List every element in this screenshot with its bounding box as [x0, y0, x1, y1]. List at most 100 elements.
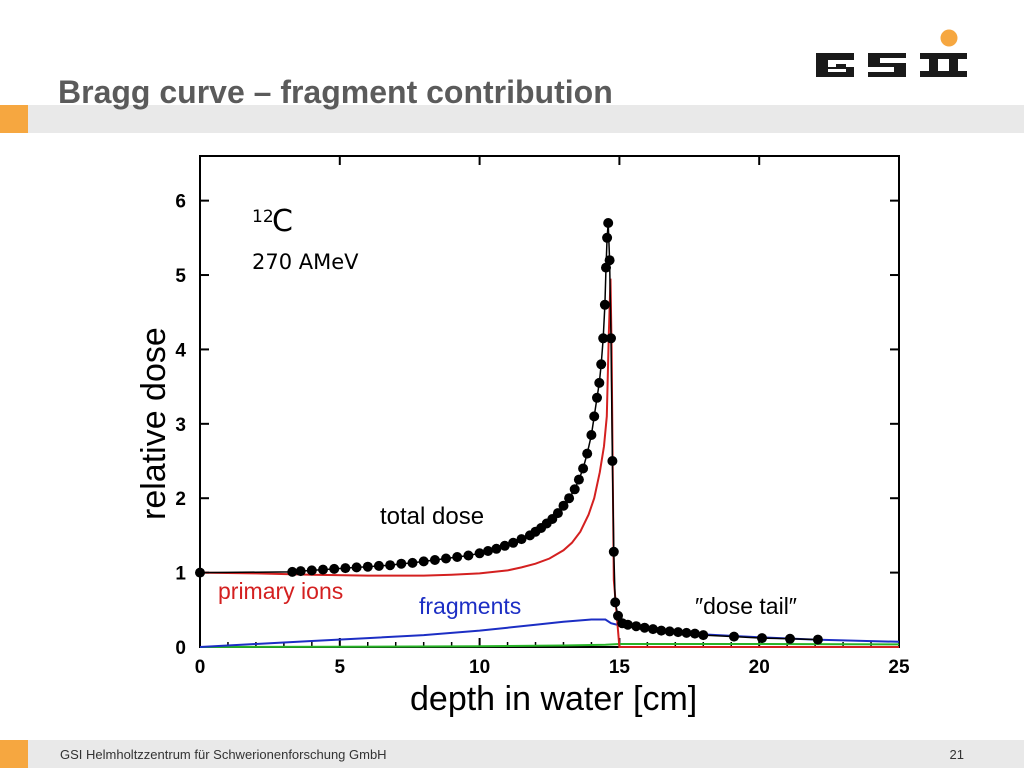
total-dose-point — [613, 610, 623, 621]
total-dose-point — [812, 634, 823, 645]
logo-dot — [940, 29, 958, 47]
total-dose-point — [508, 537, 519, 548]
fragments-label: fragments — [419, 593, 521, 619]
total-dose-point — [373, 560, 384, 571]
total-dose-point — [483, 546, 493, 556]
total-dose-point — [516, 534, 527, 545]
x-tick-label: 15 — [609, 657, 631, 678]
total-dose-point — [491, 543, 502, 554]
total-dose-point — [596, 359, 607, 370]
total-dose-point — [385, 560, 396, 571]
total-dose-point — [603, 218, 614, 228]
total-dose-point — [396, 558, 407, 569]
total-dose-point — [351, 562, 362, 573]
total-dose-point — [407, 557, 418, 568]
fragments-series-line — [199, 618, 900, 648]
isotope-symbol: C — [272, 204, 293, 239]
total-dose-point — [589, 411, 600, 422]
y-tick-label: 5 — [175, 266, 186, 287]
plot-frame — [199, 155, 900, 648]
total-dose-point — [599, 299, 610, 310]
gsi-logo-mark — [816, 29, 967, 77]
total-dose-point — [673, 627, 684, 638]
total-dose-point — [592, 392, 602, 403]
footer-band — [0, 740, 1024, 768]
total-dose-point — [552, 508, 563, 519]
y-tick-label: 6 — [175, 192, 186, 213]
total-dose-point — [698, 630, 709, 641]
title-accent — [0, 105, 28, 133]
footer-accent — [0, 740, 28, 768]
total-dose-point — [306, 565, 317, 576]
total-dose-point — [429, 555, 440, 565]
x-tick-label: 5 — [335, 657, 346, 678]
x-tick-label: 10 — [469, 657, 490, 678]
total-dose-point — [582, 448, 593, 459]
gsi-logo — [816, 29, 967, 77]
total-dose-point — [606, 333, 616, 344]
y-tick-label: 4 — [175, 340, 186, 361]
total-dose-point — [463, 550, 474, 561]
primary-ions-label: primary ions — [218, 578, 343, 604]
total-dose-point — [578, 463, 589, 474]
total-dose-point — [195, 567, 205, 578]
total-dose-point — [656, 625, 667, 636]
total-dose-point — [441, 553, 451, 564]
total-dose-point — [608, 546, 619, 557]
total-dose-point — [287, 566, 298, 577]
total-dose-point — [689, 628, 700, 639]
total-dose-point — [648, 624, 658, 635]
total-dose-point — [631, 621, 642, 632]
title-band — [0, 105, 1024, 133]
x-tick-label: 0 — [195, 657, 206, 678]
x-axis-label: depth in water [cm] — [410, 680, 697, 718]
total-dose-point — [607, 456, 618, 466]
total-dose-point — [340, 563, 351, 574]
total-dose-point — [362, 561, 373, 572]
secondary-series-line — [199, 643, 900, 648]
series-layer — [195, 218, 900, 648]
y-tick-label: 3 — [175, 415, 186, 436]
total-dose-point — [664, 626, 675, 637]
total-dose-point — [729, 631, 739, 642]
total-dose-point — [681, 627, 692, 638]
total-dose-point — [601, 262, 611, 273]
y-tick-label: 1 — [175, 564, 186, 585]
total-dose-point — [569, 484, 580, 495]
y-tick-label: 0 — [175, 638, 186, 659]
y-axis-label: relative dose — [135, 327, 173, 520]
isotope-mass-number: 12 — [252, 207, 274, 227]
total-dose-point — [329, 563, 340, 574]
total-dose-point — [622, 619, 633, 630]
total-dose-point — [499, 540, 510, 551]
footer-organization: GSI Helmholtzzentrum für Schwerionenfors… — [60, 747, 387, 762]
total-dose-point — [295, 566, 306, 577]
total-dose-point — [573, 474, 584, 485]
total-dose-point — [785, 633, 795, 644]
total-dose-point — [586, 430, 597, 440]
x-tick-label: 25 — [888, 657, 910, 678]
total-dose-point — [757, 633, 767, 644]
total-dose-point — [318, 564, 328, 575]
total-dose-point — [610, 597, 621, 608]
total-dose-point — [598, 333, 609, 344]
y-tick-label: 2 — [175, 489, 186, 510]
total-dose-point — [558, 500, 569, 511]
total-dose-point — [474, 548, 485, 559]
beam-energy-label: 270 AMeV — [252, 250, 359, 274]
page-number: 21 — [949, 747, 964, 762]
total-dose-point — [594, 377, 605, 388]
total-dose-point — [639, 622, 650, 633]
total-dose-point — [602, 232, 613, 243]
total-dose-point — [452, 552, 463, 562]
total-dose-point — [604, 255, 615, 266]
slide-title: Bragg curve – fragment contribution — [58, 74, 613, 110]
total-dose-point — [418, 556, 429, 567]
total-dose-label: total dose — [380, 503, 484, 530]
total-dose-point — [564, 493, 575, 504]
dose-tail-label: ″dose tail″ — [695, 593, 797, 619]
x-tick-label: 20 — [749, 657, 770, 678]
